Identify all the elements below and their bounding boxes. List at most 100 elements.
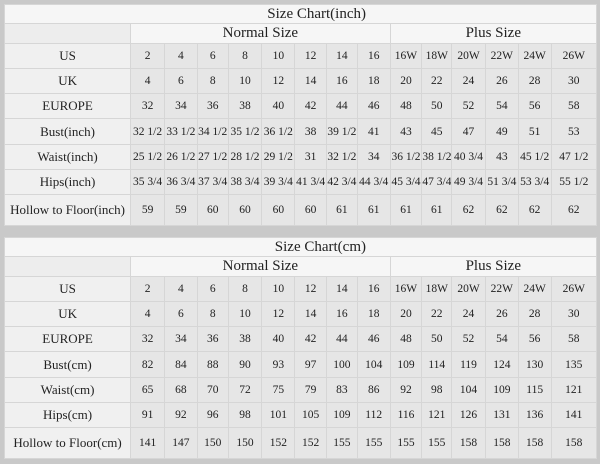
table-cell: 14 <box>294 301 328 328</box>
table-cell: 112 <box>356 401 391 429</box>
table-cell: 51 <box>517 118 552 145</box>
table-cell: 34 1/2 <box>196 118 229 145</box>
table-cell: 114 <box>421 351 453 378</box>
table-cell: 119 <box>451 351 486 378</box>
row-label: Hips(cm) <box>3 401 132 429</box>
table-cell: 47 <box>451 118 486 145</box>
table-cell: 70 <box>196 376 229 403</box>
table-cell: 10 <box>261 275 296 303</box>
table-cell: 109 <box>326 401 358 429</box>
row-label: US <box>3 42 132 70</box>
table-cell: 10 <box>261 42 296 70</box>
table-cell: 158 <box>517 427 552 459</box>
table-cell: 155 <box>421 427 453 459</box>
table-cell: 4 <box>130 301 165 328</box>
table-cell: 101 <box>261 401 296 429</box>
table-cell: 32 <box>130 326 165 353</box>
table-row: UK 4 6 8 10 12 14 16 18 20 22 24 26 28 30 <box>3 301 598 328</box>
table-cell: 126 <box>451 401 486 429</box>
table-cell: 104 <box>451 376 486 403</box>
table-cell: 55 1/2 <box>550 168 598 196</box>
table-cell: 48 <box>389 326 423 353</box>
table-cell: 8 <box>196 68 229 95</box>
table-cell: 39 1/2 <box>326 118 358 145</box>
table-cell: 32 1/2 <box>130 118 165 145</box>
table-cell: 124 <box>484 351 519 378</box>
title-row: Size Chart(inch) <box>4 4 597 24</box>
table-cell: 44 <box>326 326 358 353</box>
table-cell: 158 <box>484 427 519 459</box>
table-cell: 158 <box>451 427 486 459</box>
table-row: Waist(inch) 25 1/2 26 1/2 27 1/2 28 1/2 29 1/… <box>3 143 598 170</box>
table-cell: 116 <box>389 401 423 429</box>
table-cell: 45 1/2 <box>517 143 552 170</box>
table-cell: 50 <box>421 93 453 120</box>
table-cell: 18W <box>421 42 453 70</box>
table-cell: 12 <box>261 301 296 328</box>
table-cell: 8 <box>227 42 263 70</box>
table-cell: 62 <box>484 194 519 226</box>
table-cell: 50 <box>421 326 453 353</box>
table-cell: 155 <box>356 427 391 459</box>
table-cell: 8 <box>227 275 263 303</box>
table-cell: 44 3/4 <box>356 168 391 196</box>
table-cell: 38 <box>294 118 328 145</box>
table-cell: 10 <box>227 301 263 328</box>
table-cell: 56 <box>517 93 552 120</box>
row-label: Waist(inch) <box>3 143 132 170</box>
table-cell: 46 <box>356 326 391 353</box>
table-cell: 42 3/4 <box>326 168 358 196</box>
table-cell: 38 <box>227 326 263 353</box>
table-cell: 62 <box>517 194 552 226</box>
table-cell: 6 <box>164 68 198 95</box>
table-cell: 35 3/4 <box>130 168 165 196</box>
table-cell: 18 <box>356 68 391 95</box>
table-cell: 65 <box>130 376 165 403</box>
table-cell: 31 <box>294 143 328 170</box>
table-cell: 56 <box>517 326 552 353</box>
table-row: Bust(inch) 32 1/2 33 1/2 34 1/2 35 1/2 36 1/2… <box>3 118 598 145</box>
table-cell: 121 <box>550 376 598 403</box>
table-cell: 4 <box>164 275 198 303</box>
table-cell: 58 <box>550 326 598 353</box>
table-cell: 16 <box>326 301 358 328</box>
table-row: US 2 4 6 8 10 12 14 16 16W 18W 20W 22W 24W 26W <box>3 275 598 303</box>
group-plus-size: Plus Size <box>389 23 598 44</box>
table-cell: 4 <box>164 42 198 70</box>
table-cell: 130 <box>517 351 552 378</box>
table-cell: 60 <box>196 194 229 226</box>
table-cell: 83 <box>326 376 358 403</box>
row-label: Hips(inch) <box>3 168 132 196</box>
table-cell: 52 <box>451 93 486 120</box>
table-cell: 34 <box>164 93 198 120</box>
table-cell: 61 <box>389 194 423 226</box>
group-plus-size: Plus Size <box>389 256 598 277</box>
table-cell: 32 1/2 <box>326 143 358 170</box>
table-cell: 26 <box>484 301 519 328</box>
table-cell: 62 <box>550 194 598 226</box>
table-cell: 34 <box>164 326 198 353</box>
table-cell: 152 <box>294 427 328 459</box>
row-label: Waist(cm) <box>3 376 132 403</box>
table-cell: 16 <box>326 68 358 95</box>
table-cell: 38 <box>227 93 263 120</box>
table-cell: 12 <box>261 68 296 95</box>
table-cell: 40 <box>261 93 296 120</box>
table-cell: 131 <box>484 401 519 429</box>
table-cell: 121 <box>421 401 453 429</box>
table-cell: 36 1/2 <box>261 118 296 145</box>
group-row: Normal Size Plus Size <box>3 23 598 44</box>
table-cell: 98 <box>421 376 453 403</box>
table-cell: 82 <box>130 351 165 378</box>
table-cell: 26W <box>550 42 598 70</box>
table-cell: 8 <box>196 301 229 328</box>
table-cell: 24W <box>517 42 552 70</box>
table-cell: 2 <box>130 42 165 70</box>
table-row: Hips(inch) 35 3/4 36 3/4 37 3/4 38 3/4 39 3/4… <box>3 168 598 196</box>
table-cell: 115 <box>517 376 552 403</box>
table-cell: 79 <box>294 376 328 403</box>
table-cell: 61 <box>356 194 391 226</box>
table-cell: 61 <box>421 194 453 226</box>
table-cell: 6 <box>196 275 229 303</box>
table-cell: 100 <box>326 351 358 378</box>
